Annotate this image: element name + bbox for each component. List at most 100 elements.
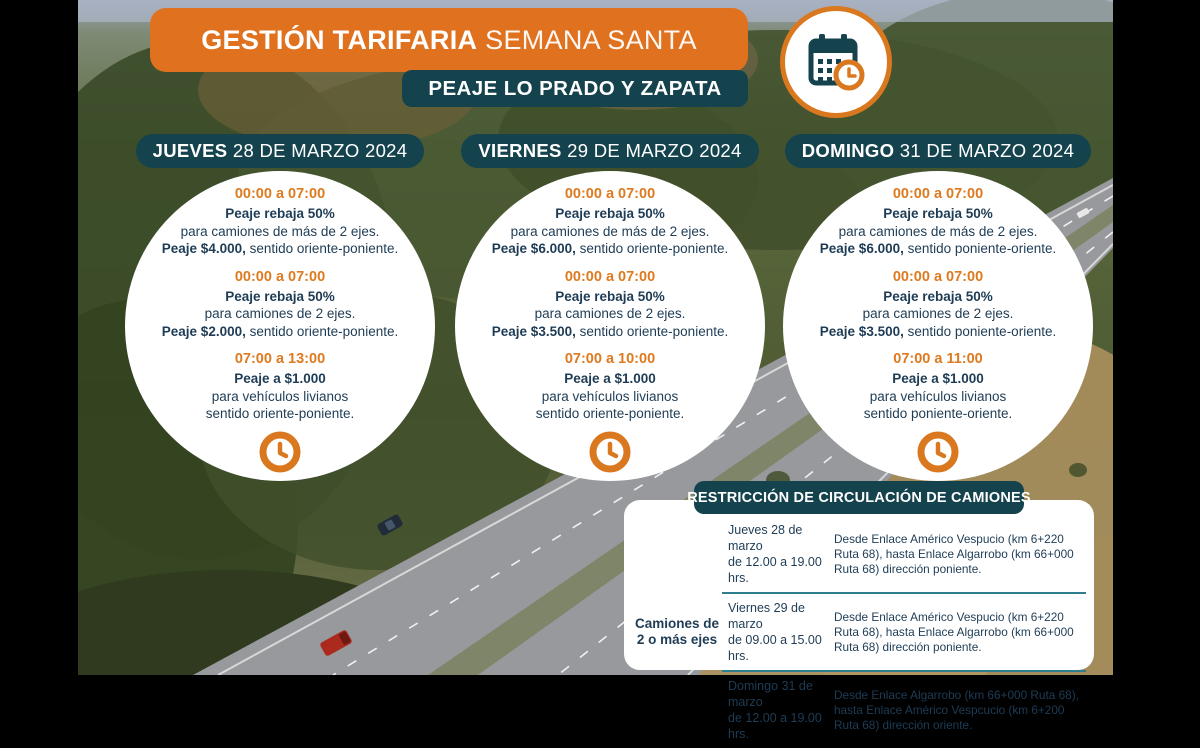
time-range: 00:00 a 07:00 bbox=[892, 186, 984, 202]
tariff-block: 00:00 a 07:00 Peaje rebaja 50% para cami… bbox=[783, 269, 1093, 341]
day-date-pill: JUEVES 28 DE MARZO 2024 bbox=[135, 134, 425, 168]
tariff-direction: sentido oriente-poniente. bbox=[245, 241, 399, 256]
day-name: JUEVES bbox=[152, 140, 228, 161]
time-range: 07:00 a 11:00 bbox=[893, 351, 983, 367]
clock-badge bbox=[455, 429, 765, 480]
table-row: Domingo 31 de marzo de 12.00 a 19.00 hrs… bbox=[722, 670, 1086, 748]
table-row: Jueves 28 de marzo de 12.00 a 19.00 hrs.… bbox=[722, 516, 1086, 592]
toll-subtitle-banner: PEAJE LO PRADO Y ZAPATA bbox=[402, 70, 748, 107]
restriction-date-cell: Viernes 29 de marzo de 09.00 a 15.00 hrs… bbox=[722, 600, 834, 664]
calendar-clock-badge bbox=[780, 6, 892, 118]
restriction-date: Domingo 31 de marzo bbox=[728, 679, 813, 709]
tariff-price-line: Peaje $4.000, sentido oriente-poniente. bbox=[125, 240, 435, 258]
tariff-headline: Peaje a $1.000 bbox=[564, 371, 656, 386]
tariff-detail: para vehículos livianos bbox=[869, 388, 1007, 404]
restriction-description: Desde Enlace Américo Vespucio (km 6+220 … bbox=[834, 531, 1074, 576]
day-date-pill: VIERNES 29 DE MARZO 2024 bbox=[461, 134, 759, 168]
tariff-block: 00:00 a 07:00 Peaje rebaja 50% para cami… bbox=[125, 269, 435, 341]
tariff-detail: para camiones de más de 2 ejes. bbox=[180, 223, 380, 239]
clock-badge bbox=[783, 429, 1093, 480]
day-schedule-circle: 00:00 a 07:00 Peaje rebaja 50% para cami… bbox=[455, 171, 765, 481]
tariff-detail: para camiones de 2 ejes. bbox=[204, 306, 356, 321]
day-date: 28 DE MARZO 2024 bbox=[227, 140, 408, 161]
tariff-price: Peaje $6.000, bbox=[819, 241, 904, 256]
tariff-detail: para camiones de más de 2 ejes. bbox=[510, 223, 710, 239]
tariff-detail: para vehículos livianos bbox=[211, 388, 349, 404]
clock-icon bbox=[589, 431, 631, 472]
tariff-block: 07:00 a 10:00 Peaje a $1.000 para vehícu… bbox=[455, 351, 765, 423]
restrictions-panel: Camiones de 2 o más ejes Jueves 28 de ma… bbox=[624, 500, 1094, 741]
tariff-price-line: sentido oriente-poniente. bbox=[125, 405, 435, 423]
tariff-direction: sentido oriente-poniente. bbox=[575, 323, 729, 339]
calendar-clock-icon bbox=[808, 34, 865, 91]
day-column-jueves: JUEVES 28 DE MARZO 2024 00:00 a 07:00 Pe… bbox=[110, 134, 450, 481]
time-range: 00:00 a 07:00 bbox=[234, 186, 326, 202]
time-range: 00:00 a 07:00 bbox=[564, 186, 656, 202]
clock-badge bbox=[125, 429, 435, 480]
day-date: 31 DE MARZO 2024 bbox=[894, 140, 1075, 161]
restrictions-title-pill: RESTRICCIÓN DE CIRCULACIÓN DE CAMIONES bbox=[687, 481, 1031, 514]
time-range: 07:00 a 13:00 bbox=[234, 351, 326, 367]
pickup-truck-image bbox=[377, 514, 403, 536]
clock-icon bbox=[917, 431, 959, 472]
restriction-date-cell: Jueves 28 de marzo de 12.00 a 19.00 hrs. bbox=[722, 522, 834, 586]
time-range: 00:00 a 07:00 bbox=[234, 268, 326, 285]
tariff-price-line: sentido oriente-poniente. bbox=[455, 405, 765, 423]
tariff-detail: para camiones de más de 2 ejes. bbox=[838, 223, 1038, 239]
day-date-pill: DOMINGO 31 DE MARZO 2024 bbox=[784, 134, 1092, 168]
tariff-block: 07:00 a 11:00 Peaje a $1.000 para vehícu… bbox=[783, 351, 1093, 423]
tariff-price: Peaje $4.000, bbox=[161, 241, 246, 256]
main-title-rest: SEMANA SANTA bbox=[477, 24, 697, 55]
restriction-date: Viernes 29 de marzo bbox=[728, 601, 805, 631]
tariff-block: 07:00 a 13:00 Peaje a $1.000 para vehícu… bbox=[125, 351, 435, 423]
tariff-price-line: Peaje $3.500, sentido poniente-oriente. bbox=[783, 323, 1093, 341]
tariff-detail: para vehículos livianos bbox=[541, 388, 679, 404]
tariff-price-line: Peaje $2.000, sentido oriente-poniente. bbox=[125, 323, 435, 341]
restriction-description: Desde Enlace Algarrobo (km 66+000 Ruta 6… bbox=[834, 687, 1079, 732]
tariff-headline: Peaje rebaja 50% bbox=[225, 288, 335, 304]
tariff-detail: para camiones de 2 ejes. bbox=[534, 306, 686, 321]
tariff-direction: sentido oriente-poniente. bbox=[245, 323, 399, 339]
day-name: VIERNES bbox=[478, 140, 562, 161]
vehicle-category-label: Camiones de 2 o más ejes bbox=[634, 616, 720, 647]
tariff-block: 00:00 a 07:00 Peaje rebaja 50% para cami… bbox=[783, 186, 1093, 258]
restriction-time: de 12.00 a 19.00 hrs. bbox=[728, 711, 822, 741]
day-schedule-circle: 00:00 a 07:00 Peaje rebaja 50% para cami… bbox=[125, 171, 435, 481]
tariff-price: Peaje $6.000, bbox=[491, 241, 576, 256]
tariff-headline: Peaje rebaja 50% bbox=[555, 288, 665, 304]
tariff-headline: Peaje rebaja 50% bbox=[555, 206, 665, 221]
time-range: 07:00 a 10:00 bbox=[564, 351, 656, 367]
tariff-block: 00:00 a 07:00 Peaje rebaja 50% para cami… bbox=[125, 186, 435, 258]
red-truck-image bbox=[320, 630, 352, 656]
tariff-block: 00:00 a 07:00 Peaje rebaja 50% para cami… bbox=[455, 269, 765, 341]
tariff-price-line: sentido poniente-oriente. bbox=[783, 405, 1093, 423]
restriction-time: de 09.00 a 15.00 hrs. bbox=[728, 633, 822, 663]
tariff-block: 00:00 a 07:00 Peaje rebaja 50% para cami… bbox=[455, 186, 765, 258]
restriction-time: de 12.00 a 19.00 hrs. bbox=[728, 555, 822, 585]
day-column-viernes: VIERNES 29 DE MARZO 2024 00:00 a 07:00 P… bbox=[440, 134, 780, 481]
tariff-headline: Peaje rebaja 50% bbox=[225, 206, 335, 221]
tariff-price: Peaje $2.000, bbox=[161, 323, 246, 339]
day-name: DOMINGO bbox=[801, 140, 895, 161]
day-schedule-circle: 00:00 a 07:00 Peaje rebaja 50% para cami… bbox=[783, 171, 1093, 481]
time-range: 00:00 a 07:00 bbox=[564, 268, 656, 285]
tariff-direction: sentido poniente-oriente. bbox=[863, 406, 1013, 421]
tariff-headline: Peaje a $1.000 bbox=[892, 371, 984, 386]
tariff-headline: Peaje rebaja 50% bbox=[883, 206, 993, 221]
tariff-headline: Peaje rebaja 50% bbox=[883, 288, 993, 304]
tariff-direction: sentido poniente-oriente. bbox=[903, 323, 1057, 339]
tariff-price: Peaje $3.500, bbox=[491, 323, 576, 339]
restriction-date-cell: Domingo 31 de marzo de 12.00 a 19.00 hrs… bbox=[722, 678, 834, 742]
tariff-direction: sentido poniente-oriente. bbox=[903, 241, 1057, 256]
tariff-direction: sentido oriente-poniente. bbox=[205, 406, 355, 421]
tariff-detail: para camiones de 2 ejes. bbox=[862, 306, 1014, 321]
clock-icon bbox=[259, 431, 301, 472]
tariff-price-line: Peaje $6.000, sentido oriente-poniente. bbox=[455, 240, 765, 258]
tariff-headline: Peaje a $1.000 bbox=[234, 371, 326, 386]
tariff-price-line: Peaje $6.000, sentido poniente-oriente. bbox=[783, 240, 1093, 258]
tariff-price: Peaje $3.500, bbox=[819, 323, 904, 339]
restriction-date: Jueves 28 de marzo bbox=[728, 523, 803, 553]
tariff-price-line: Peaje $3.500, sentido oriente-poniente. bbox=[455, 323, 765, 341]
table-row: Viernes 29 de marzo de 09.00 a 15.00 hrs… bbox=[722, 592, 1086, 670]
tariff-direction: sentido oriente-poniente. bbox=[535, 406, 685, 421]
